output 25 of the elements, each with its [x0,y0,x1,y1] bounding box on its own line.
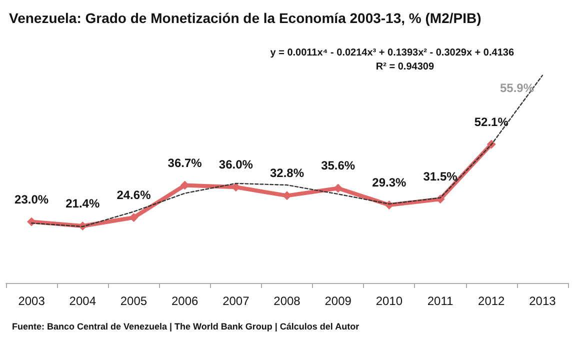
x-tick-label: 2004 [69,294,96,308]
x-tick-label: 2012 [478,294,506,308]
data-label: 23.0% [14,192,49,206]
x-tick-label: 2010 [376,294,403,308]
data-label: 52.1% [474,114,509,129]
chart-title: Venezuela: Grado de Monetización de la Economía 2003-13, % (M2/PIB) [9,10,482,26]
data-label: 24.6% [116,188,152,202]
x-tick-label: 2006 [171,294,198,308]
x-tick-label: 2013 [529,294,556,308]
x-tick-label: 2005 [120,294,148,308]
data-label: 36.7% [168,156,202,170]
x-tick-label: 2009 [324,294,352,308]
data-label: 36.0% [218,158,254,172]
x-tick-label: 2007 [222,294,250,308]
text: y = 0.0011x⁴ - 0.0214x³ + 0.1393x² - 0.3029x + 0.4136 [270,48,514,58]
x-tick-label: 2011 [427,294,454,308]
data-label: 31.5% [423,170,458,184]
data-label: 29.3% [372,175,407,190]
x-tick-label: 2003 [18,294,46,308]
text: R² = 0.94309 [376,62,434,72]
data-label: 21.4% [66,196,100,211]
x-tick-label: 2008 [274,294,301,308]
data-label: 32.8% [270,166,304,180]
data-label: 35.6% [321,158,356,173]
source-note: Fuente: Banco Central de Venezuela | The World Bank Group | Cálculos del Autor [12,322,360,332]
